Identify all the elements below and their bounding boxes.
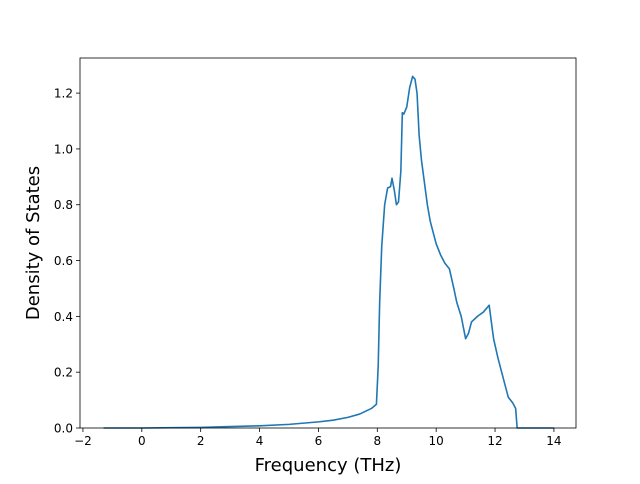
y-tick-label: 0.0: [54, 422, 73, 436]
x-tick-label: 0: [138, 434, 146, 448]
x-tick-label: 6: [315, 434, 323, 448]
y-axis-label: Density of States: [23, 166, 44, 320]
x-tick-label: 10: [429, 434, 444, 448]
x-tick-label: 14: [546, 434, 561, 448]
y-tick-label: 0.2: [54, 366, 73, 380]
axes-frame: [79, 57, 577, 429]
y-tick-label: 1.0: [54, 142, 73, 156]
x-axis-label: Frequency (THz): [255, 455, 402, 476]
y-tick-label: 0.4: [54, 310, 73, 324]
x-tick-label: 2: [197, 434, 205, 448]
x-tick-label: 12: [487, 434, 502, 448]
plot-layer: [103, 75, 554, 429]
dos-series-line: [103, 75, 554, 429]
x-tick-label: 8: [373, 434, 381, 448]
y-tick-label: 0.6: [54, 254, 73, 268]
axes-layer: −2 0 2 4 6 8 10 12 14 0.0 0.2 0.4 0.6 0.8 1.0 1.2: [54, 87, 562, 448]
x-tick-label: 4: [256, 434, 264, 448]
y-tick-label: 0.8: [54, 198, 73, 212]
y-tick-label: 1.2: [54, 87, 73, 101]
x-tick-label: −2: [74, 434, 92, 448]
